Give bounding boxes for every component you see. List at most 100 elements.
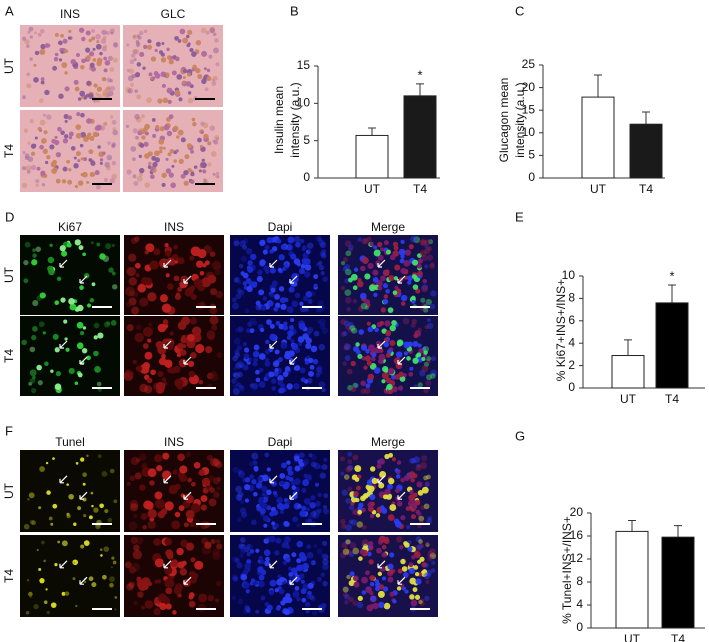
cell: [131, 306, 140, 315]
cell: [424, 563, 429, 568]
y-tick-label: 4: [576, 597, 583, 611]
cell: [178, 505, 185, 512]
cell: [190, 285, 196, 291]
cell: [144, 123, 151, 130]
cell: [345, 549, 352, 556]
cell: [383, 294, 389, 299]
cell: [274, 588, 279, 593]
cell: [94, 170, 100, 176]
cell: [342, 257, 349, 263]
cell: [350, 326, 355, 331]
error-bar: [594, 74, 602, 98]
cell: [109, 468, 115, 474]
cell: [243, 608, 249, 614]
cell: [135, 135, 139, 140]
cell: [209, 315, 219, 325]
cell: [415, 578, 422, 585]
cell: [358, 556, 363, 561]
cell: [385, 288, 390, 294]
cell: [144, 277, 153, 286]
cell: [354, 477, 360, 482]
cell: [426, 518, 433, 524]
cell: [44, 160, 49, 165]
cell: [342, 586, 349, 593]
cell: [346, 574, 351, 580]
cell: [147, 39, 152, 44]
cell: [345, 466, 352, 473]
cell: [400, 583, 405, 588]
cell: [321, 540, 328, 546]
cell: [346, 368, 353, 375]
cell: [97, 145, 101, 149]
cell: [208, 334, 215, 342]
cell: [383, 538, 390, 545]
cell: [188, 600, 196, 608]
cell: [410, 235, 417, 243]
cell: [389, 591, 395, 597]
cell: [29, 35, 34, 39]
cell: [85, 47, 91, 53]
cell: [33, 63, 37, 67]
cell: [364, 273, 371, 280]
cell: [164, 566, 173, 575]
cell: [299, 367, 306, 374]
cell: [301, 505, 307, 511]
cell: [263, 538, 270, 544]
cell: [353, 267, 359, 272]
cell: [411, 299, 416, 304]
cell: [250, 519, 257, 526]
cell: [264, 360, 271, 367]
cell: [134, 89, 139, 94]
cell: [348, 244, 354, 251]
cell: [249, 317, 256, 325]
cell: [310, 560, 316, 566]
cell: [172, 469, 178, 475]
y-axis-label: Glucagon mean: [497, 78, 511, 163]
cell: [305, 474, 312, 481]
cell: [285, 556, 291, 563]
cell: [366, 321, 371, 326]
cell: [57, 540, 60, 544]
cell: [275, 320, 281, 326]
cell: [244, 605, 251, 612]
cell: [103, 44, 108, 49]
cell: [22, 36, 27, 41]
cell: [382, 298, 389, 305]
cell: [387, 367, 395, 375]
cell: [261, 485, 268, 493]
cell: [193, 278, 203, 288]
cell: [320, 572, 326, 577]
cell: [112, 560, 117, 565]
cell: [145, 243, 155, 253]
cell: [264, 560, 270, 567]
cell: [180, 336, 188, 344]
cell: [143, 44, 148, 50]
cell: [353, 491, 359, 497]
cell: [322, 276, 328, 283]
cell: [159, 294, 168, 303]
cell: [154, 491, 163, 500]
cell: [28, 492, 35, 499]
cell: [130, 73, 136, 79]
micrograph: [124, 235, 224, 315]
cell: [193, 165, 198, 169]
cell: [197, 137, 202, 143]
cell: [244, 308, 250, 314]
column-label: INS: [164, 220, 184, 234]
cell: [138, 172, 144, 177]
cell: [304, 307, 310, 312]
cell: [194, 560, 204, 570]
cell: [237, 326, 244, 333]
cell: [347, 384, 353, 391]
cell: [110, 320, 117, 326]
cell: [317, 492, 322, 498]
cell: [302, 562, 310, 570]
cell: [381, 372, 389, 380]
cell: [202, 122, 209, 129]
cell: [63, 319, 68, 324]
cell: [130, 53, 136, 58]
cell: [347, 451, 353, 457]
cell: [369, 513, 375, 519]
cell: [77, 372, 83, 378]
cell: [274, 293, 280, 300]
